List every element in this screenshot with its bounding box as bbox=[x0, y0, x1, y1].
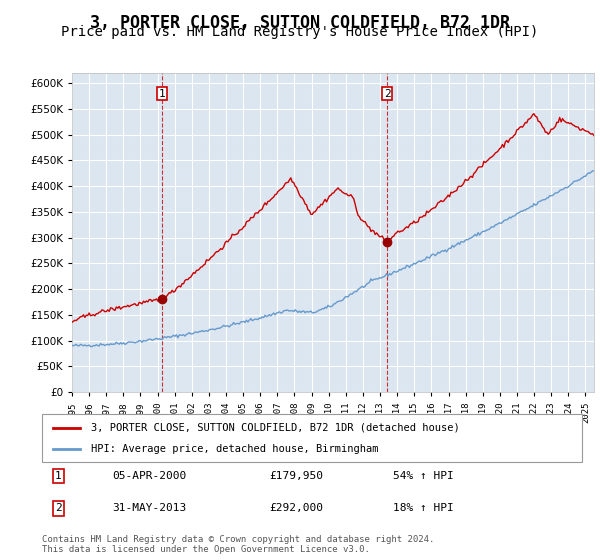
Text: £179,950: £179,950 bbox=[269, 471, 323, 481]
Text: 3, PORTER CLOSE, SUTTON COLDFIELD, B72 1DR: 3, PORTER CLOSE, SUTTON COLDFIELD, B72 1… bbox=[90, 14, 510, 32]
FancyBboxPatch shape bbox=[42, 414, 582, 462]
Text: 2: 2 bbox=[384, 88, 391, 99]
Text: 18% ↑ HPI: 18% ↑ HPI bbox=[393, 503, 454, 514]
Text: 1: 1 bbox=[158, 88, 165, 99]
Text: 3, PORTER CLOSE, SUTTON COLDFIELD, B72 1DR (detached house): 3, PORTER CLOSE, SUTTON COLDFIELD, B72 1… bbox=[91, 423, 460, 433]
Text: Contains HM Land Registry data © Crown copyright and database right 2024.
This d: Contains HM Land Registry data © Crown c… bbox=[42, 535, 434, 554]
Text: 1: 1 bbox=[55, 471, 62, 481]
Text: £292,000: £292,000 bbox=[269, 503, 323, 514]
Text: 2: 2 bbox=[55, 503, 62, 514]
Text: 31-MAY-2013: 31-MAY-2013 bbox=[112, 503, 187, 514]
Text: 54% ↑ HPI: 54% ↑ HPI bbox=[393, 471, 454, 481]
Text: 05-APR-2000: 05-APR-2000 bbox=[112, 471, 187, 481]
Text: HPI: Average price, detached house, Birmingham: HPI: Average price, detached house, Birm… bbox=[91, 444, 378, 454]
Text: Price paid vs. HM Land Registry's House Price Index (HPI): Price paid vs. HM Land Registry's House … bbox=[61, 25, 539, 39]
